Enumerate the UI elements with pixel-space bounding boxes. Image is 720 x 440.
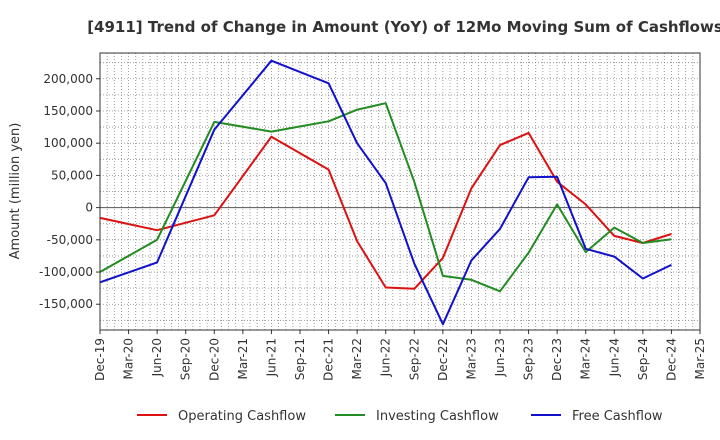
series-line-investing-cashflow <box>99 102 672 293</box>
y-tick-label: 0 <box>85 201 93 215</box>
series-line-free-cashflow <box>99 59 672 326</box>
legend-label-operating-cashflow: Operating Cashflow <box>178 409 306 424</box>
y-axis-title: Amount (million yen) <box>8 123 23 260</box>
x-tick-label: Jun-20 <box>150 338 164 377</box>
y-tick-label: 150,000 <box>43 104 93 118</box>
x-tick-label: Jun-21 <box>264 338 278 377</box>
x-tick-label: Dec-20 <box>207 338 221 381</box>
x-tick-label: Jun-22 <box>379 338 393 377</box>
x-tick-label: Mar-22 <box>350 338 364 379</box>
x-tick-label: Dec-23 <box>550 338 564 381</box>
legend-label-free-cashflow: Free Cashflow <box>572 409 663 424</box>
x-tick-label: Sep-21 <box>293 338 307 380</box>
x-tick-label: Mar-24 <box>579 338 593 379</box>
x-tick-label: Dec-22 <box>436 338 450 381</box>
y-tick-label: 100,000 <box>43 136 93 150</box>
x-tick-label: Mar-25 <box>693 338 707 379</box>
y-tick-label: -150,000 <box>39 297 93 311</box>
x-tick-label: Sep-24 <box>636 338 650 380</box>
y-axis-ticks: 200,000 150,000 100,000 50,000 0 -50,000 -100,… <box>39 72 100 311</box>
x-tick-label: Mar-21 <box>236 338 250 379</box>
x-tick-label: Mar-20 <box>122 338 136 379</box>
x-tick-label: Sep-20 <box>179 338 193 380</box>
y-tick-label: 50,000 <box>51 168 93 182</box>
y-tick-label: -100,000 <box>39 265 93 279</box>
x-tick-label: Jun-24 <box>607 338 621 377</box>
x-tick-label: Jun-23 <box>493 338 507 377</box>
x-axis-ticks: Dec-19 Mar-20 Jun-20 Sep-20 Dec-20 Mar-21 Jun-… <box>93 330 707 381</box>
plot-border <box>99 52 701 331</box>
x-tick-label: Sep-22 <box>407 338 421 380</box>
x-tick-label: Dec-21 <box>322 338 336 381</box>
y-tick-label: 200,000 <box>43 72 93 86</box>
x-tick-label: Mar-23 <box>464 338 478 379</box>
series-group <box>99 59 672 326</box>
x-tick-label: Dec-19 <box>93 338 107 381</box>
y-tick-label: -50,000 <box>47 233 93 247</box>
x-tick-label: Sep-23 <box>522 338 536 380</box>
legend-label-investing-cashflow: Investing Cashflow <box>376 409 499 424</box>
series-line-operating-cashflow <box>99 131 672 290</box>
chart-title: [4911] Trend of Change in Amount (YoY) o… <box>87 18 720 36</box>
legend: Operating Cashflow Investing Cashflow Free… <box>137 409 663 424</box>
x-tick-label: Dec-24 <box>664 338 678 381</box>
